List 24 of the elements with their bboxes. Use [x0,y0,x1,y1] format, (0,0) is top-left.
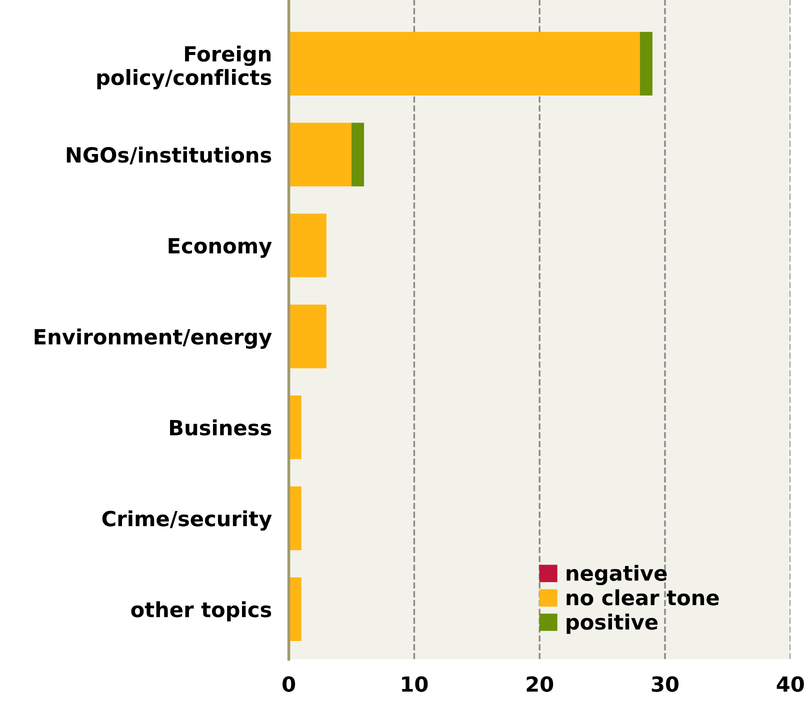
legend-label: positive [566,614,658,634]
bar [288,577,302,641]
bar [352,122,364,186]
y-tick-label: other topics [131,601,272,622]
y-tick-label: Economy [168,238,272,258]
y-tick-label: Crime/security [102,510,272,531]
x-tick-label: 10 [402,676,428,692]
x-tick-label: 30 [652,676,678,692]
bar [288,396,302,460]
y-tick-label: Environment/energy [34,328,272,349]
y-tick-label: Business [170,419,272,436]
x-tick-label: 20 [526,676,554,692]
bar [288,304,326,368]
legend-label: negative [566,564,667,586]
x-tick-label: 0 [282,676,296,692]
y-tick-label: Foreign policy/conflicts [97,46,272,90]
bar [288,122,352,186]
bar [640,32,652,96]
bar [288,486,302,550]
x-tick-label: 40 [776,676,804,692]
y-tick-label: NGOs/institutions [66,146,272,164]
bar [288,32,640,96]
legend-label: no clear tone [566,589,719,606]
bar [288,214,326,278]
